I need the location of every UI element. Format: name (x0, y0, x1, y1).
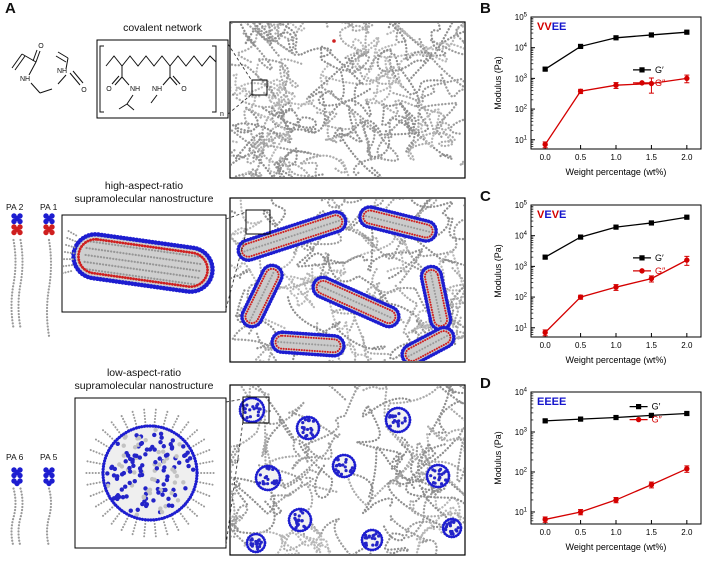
svg-text:1.0: 1.0 (610, 153, 622, 162)
panel-c-label: C (480, 188, 491, 205)
svg-text:G″: G″ (652, 415, 663, 425)
pa-5-label: PA 5 (40, 452, 58, 462)
svg-text:G′: G′ (655, 65, 664, 75)
svg-text:O: O (38, 43, 44, 50)
svg-text:VVEE: VVEE (537, 21, 566, 33)
panel-a-label: A (5, 0, 16, 17)
svg-text:1.0: 1.0 (610, 341, 622, 350)
svg-text:1.0: 1.0 (610, 528, 622, 537)
svg-text:1.5: 1.5 (646, 341, 658, 350)
charts-column: B 101 102 103 104 105 0.0 0.5 1.0 1.5 2.0 Weight p… (478, 0, 709, 569)
svg-text:EEEE: EEEE (537, 396, 566, 408)
svg-text:103: 103 (515, 262, 528, 272)
svg-text:105: 105 (515, 13, 528, 23)
svg-text:0.5: 0.5 (575, 528, 587, 537)
chart-block-c: C 101 102 103 104 105 0.0 0.5 1.0 1.5 2.0 Weight p… (478, 188, 709, 374)
svg-text:G″: G″ (655, 78, 666, 88)
pa-2-label: PA 2 (6, 202, 24, 212)
high-aspect-line2: supramolecular nanostructure (74, 192, 214, 205)
svg-text:n: n (220, 111, 224, 118)
svg-text:2.0: 2.0 (681, 153, 693, 162)
svg-text:Modulus (Pa): Modulus (Pa) (493, 244, 503, 298)
svg-text:Weight percentage (wt%): Weight percentage (wt%) (566, 167, 667, 177)
svg-text:104: 104 (515, 231, 528, 241)
svg-text:101: 101 (515, 323, 528, 333)
svg-text:104: 104 (515, 388, 528, 398)
svg-text:NH: NH (130, 86, 140, 93)
low-aspect-line1: low-aspect-ratio (106, 367, 182, 379)
svg-text:1.5: 1.5 (646, 153, 658, 162)
svg-text:Weight percentage (wt%): Weight percentage (wt%) (566, 355, 667, 365)
chart-block-d: D 101 102 103 104 0.0 0.5 1.0 1.5 2.0 Weight perc… (478, 375, 709, 561)
svg-text:O: O (106, 86, 112, 93)
svg-text:G′: G′ (655, 253, 664, 263)
svg-text:2.0: 2.0 (681, 341, 693, 350)
svg-text:Modulus (Pa): Modulus (Pa) (493, 56, 503, 110)
svg-text:NH: NH (20, 76, 30, 83)
svg-text:105: 105 (515, 201, 528, 211)
chart-b-plot: 101 102 103 104 105 0.0 0.5 1.0 1.5 2.0 Weight per… (493, 13, 702, 177)
high-aspect-line1: high-aspect-ratio (104, 180, 184, 192)
svg-text:0.0: 0.0 (540, 153, 552, 162)
svg-text:1.5: 1.5 (646, 528, 658, 537)
svg-text:NH: NH (152, 86, 162, 93)
svg-text:VEVE: VEVE (537, 209, 566, 221)
pa-1-label: PA 1 (40, 202, 58, 212)
svg-text:102: 102 (515, 105, 528, 115)
chart-block-b: B 101 102 103 104 105 0.0 0.5 1.0 1.5 2.0 Weight p… (478, 0, 709, 186)
svg-text:0.5: 0.5 (575, 341, 587, 350)
low-aspect-line2: supramolecular nanostructure (74, 379, 214, 392)
svg-text:104: 104 (515, 43, 528, 53)
svg-text:102: 102 (515, 467, 528, 477)
panel-a-artwork: O NH NH O O NH NH On (10, 21, 466, 556)
svg-text:NH: NH (57, 68, 67, 75)
pa-6-label: PA 6 (6, 452, 24, 462)
svg-text:103: 103 (515, 427, 528, 437)
svg-text:103: 103 (515, 74, 528, 84)
svg-text:O: O (181, 86, 187, 93)
high-aspect-label: high-aspect-ratio supramolecular nanostr… (54, 180, 234, 205)
svg-text:Weight percentage (wt%): Weight percentage (wt%) (566, 542, 667, 552)
svg-text:Modulus (Pa): Modulus (Pa) (493, 431, 503, 485)
panel-b-label: B (480, 0, 491, 17)
svg-text:2.0: 2.0 (681, 528, 693, 537)
svg-text:101: 101 (515, 135, 528, 145)
svg-text:0.0: 0.0 (540, 528, 552, 537)
svg-text:G′: G′ (652, 402, 661, 412)
chart-d-plot: 101 102 103 104 0.0 0.5 1.0 1.5 2.0 Weight percen… (493, 388, 702, 552)
chart-c-plot: 101 102 103 104 105 0.0 0.5 1.0 1.5 2.0 Weight per… (493, 201, 702, 365)
panel-d-label: D (480, 375, 491, 392)
svg-text:101: 101 (515, 507, 528, 516)
svg-text:102: 102 (515, 293, 528, 303)
svg-text:0.5: 0.5 (575, 153, 587, 162)
svg-text:G″: G″ (655, 266, 666, 276)
svg-text:0.0: 0.0 (540, 341, 552, 350)
covalent-network-label: covalent network (123, 22, 202, 34)
svg-text:O: O (81, 87, 87, 94)
low-aspect-label: low-aspect-ratio supramolecular nanostru… (54, 367, 234, 392)
